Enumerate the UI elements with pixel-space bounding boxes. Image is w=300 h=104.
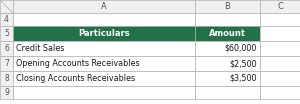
Bar — [13, 41, 195, 56]
Bar — [260, 56, 300, 71]
Bar — [13, 71, 195, 86]
Text: Particulars: Particulars — [78, 29, 130, 38]
Bar — [195, 26, 260, 41]
Bar — [195, 56, 260, 71]
Bar — [0, 41, 13, 56]
Text: Amount: Amount — [209, 29, 246, 38]
Bar — [0, 56, 13, 71]
Bar — [260, 86, 300, 99]
Bar — [260, 13, 300, 26]
Text: B: B — [225, 2, 230, 11]
Text: $3,500: $3,500 — [230, 74, 257, 83]
Bar — [260, 0, 300, 13]
Text: C: C — [277, 2, 283, 11]
Bar — [195, 13, 260, 26]
Bar — [13, 86, 195, 99]
Text: A: A — [101, 2, 107, 11]
Bar — [13, 56, 195, 71]
Bar — [260, 41, 300, 56]
Text: Opening Accounts Receivables: Opening Accounts Receivables — [16, 59, 140, 68]
Text: $2,500: $2,500 — [230, 59, 257, 68]
Bar — [0, 26, 13, 41]
Bar — [260, 71, 300, 86]
Bar — [195, 41, 260, 56]
Text: 8: 8 — [4, 74, 9, 83]
Bar — [195, 86, 260, 99]
Bar — [260, 26, 300, 41]
Bar — [0, 0, 13, 13]
Text: 7: 7 — [4, 59, 9, 68]
Text: $60,000: $60,000 — [225, 44, 257, 53]
Bar — [0, 86, 13, 99]
Bar — [13, 13, 195, 26]
Bar — [0, 13, 13, 26]
Text: 4: 4 — [4, 15, 9, 24]
Bar — [0, 71, 13, 86]
Bar — [195, 0, 260, 13]
Bar — [195, 71, 260, 86]
Text: 5: 5 — [4, 29, 9, 38]
Text: Closing Accounts Receivables: Closing Accounts Receivables — [16, 74, 135, 83]
Text: 6: 6 — [4, 44, 9, 53]
Text: 9: 9 — [4, 88, 9, 97]
Text: Credit Sales: Credit Sales — [16, 44, 64, 53]
Bar — [13, 26, 195, 41]
Bar — [13, 0, 195, 13]
